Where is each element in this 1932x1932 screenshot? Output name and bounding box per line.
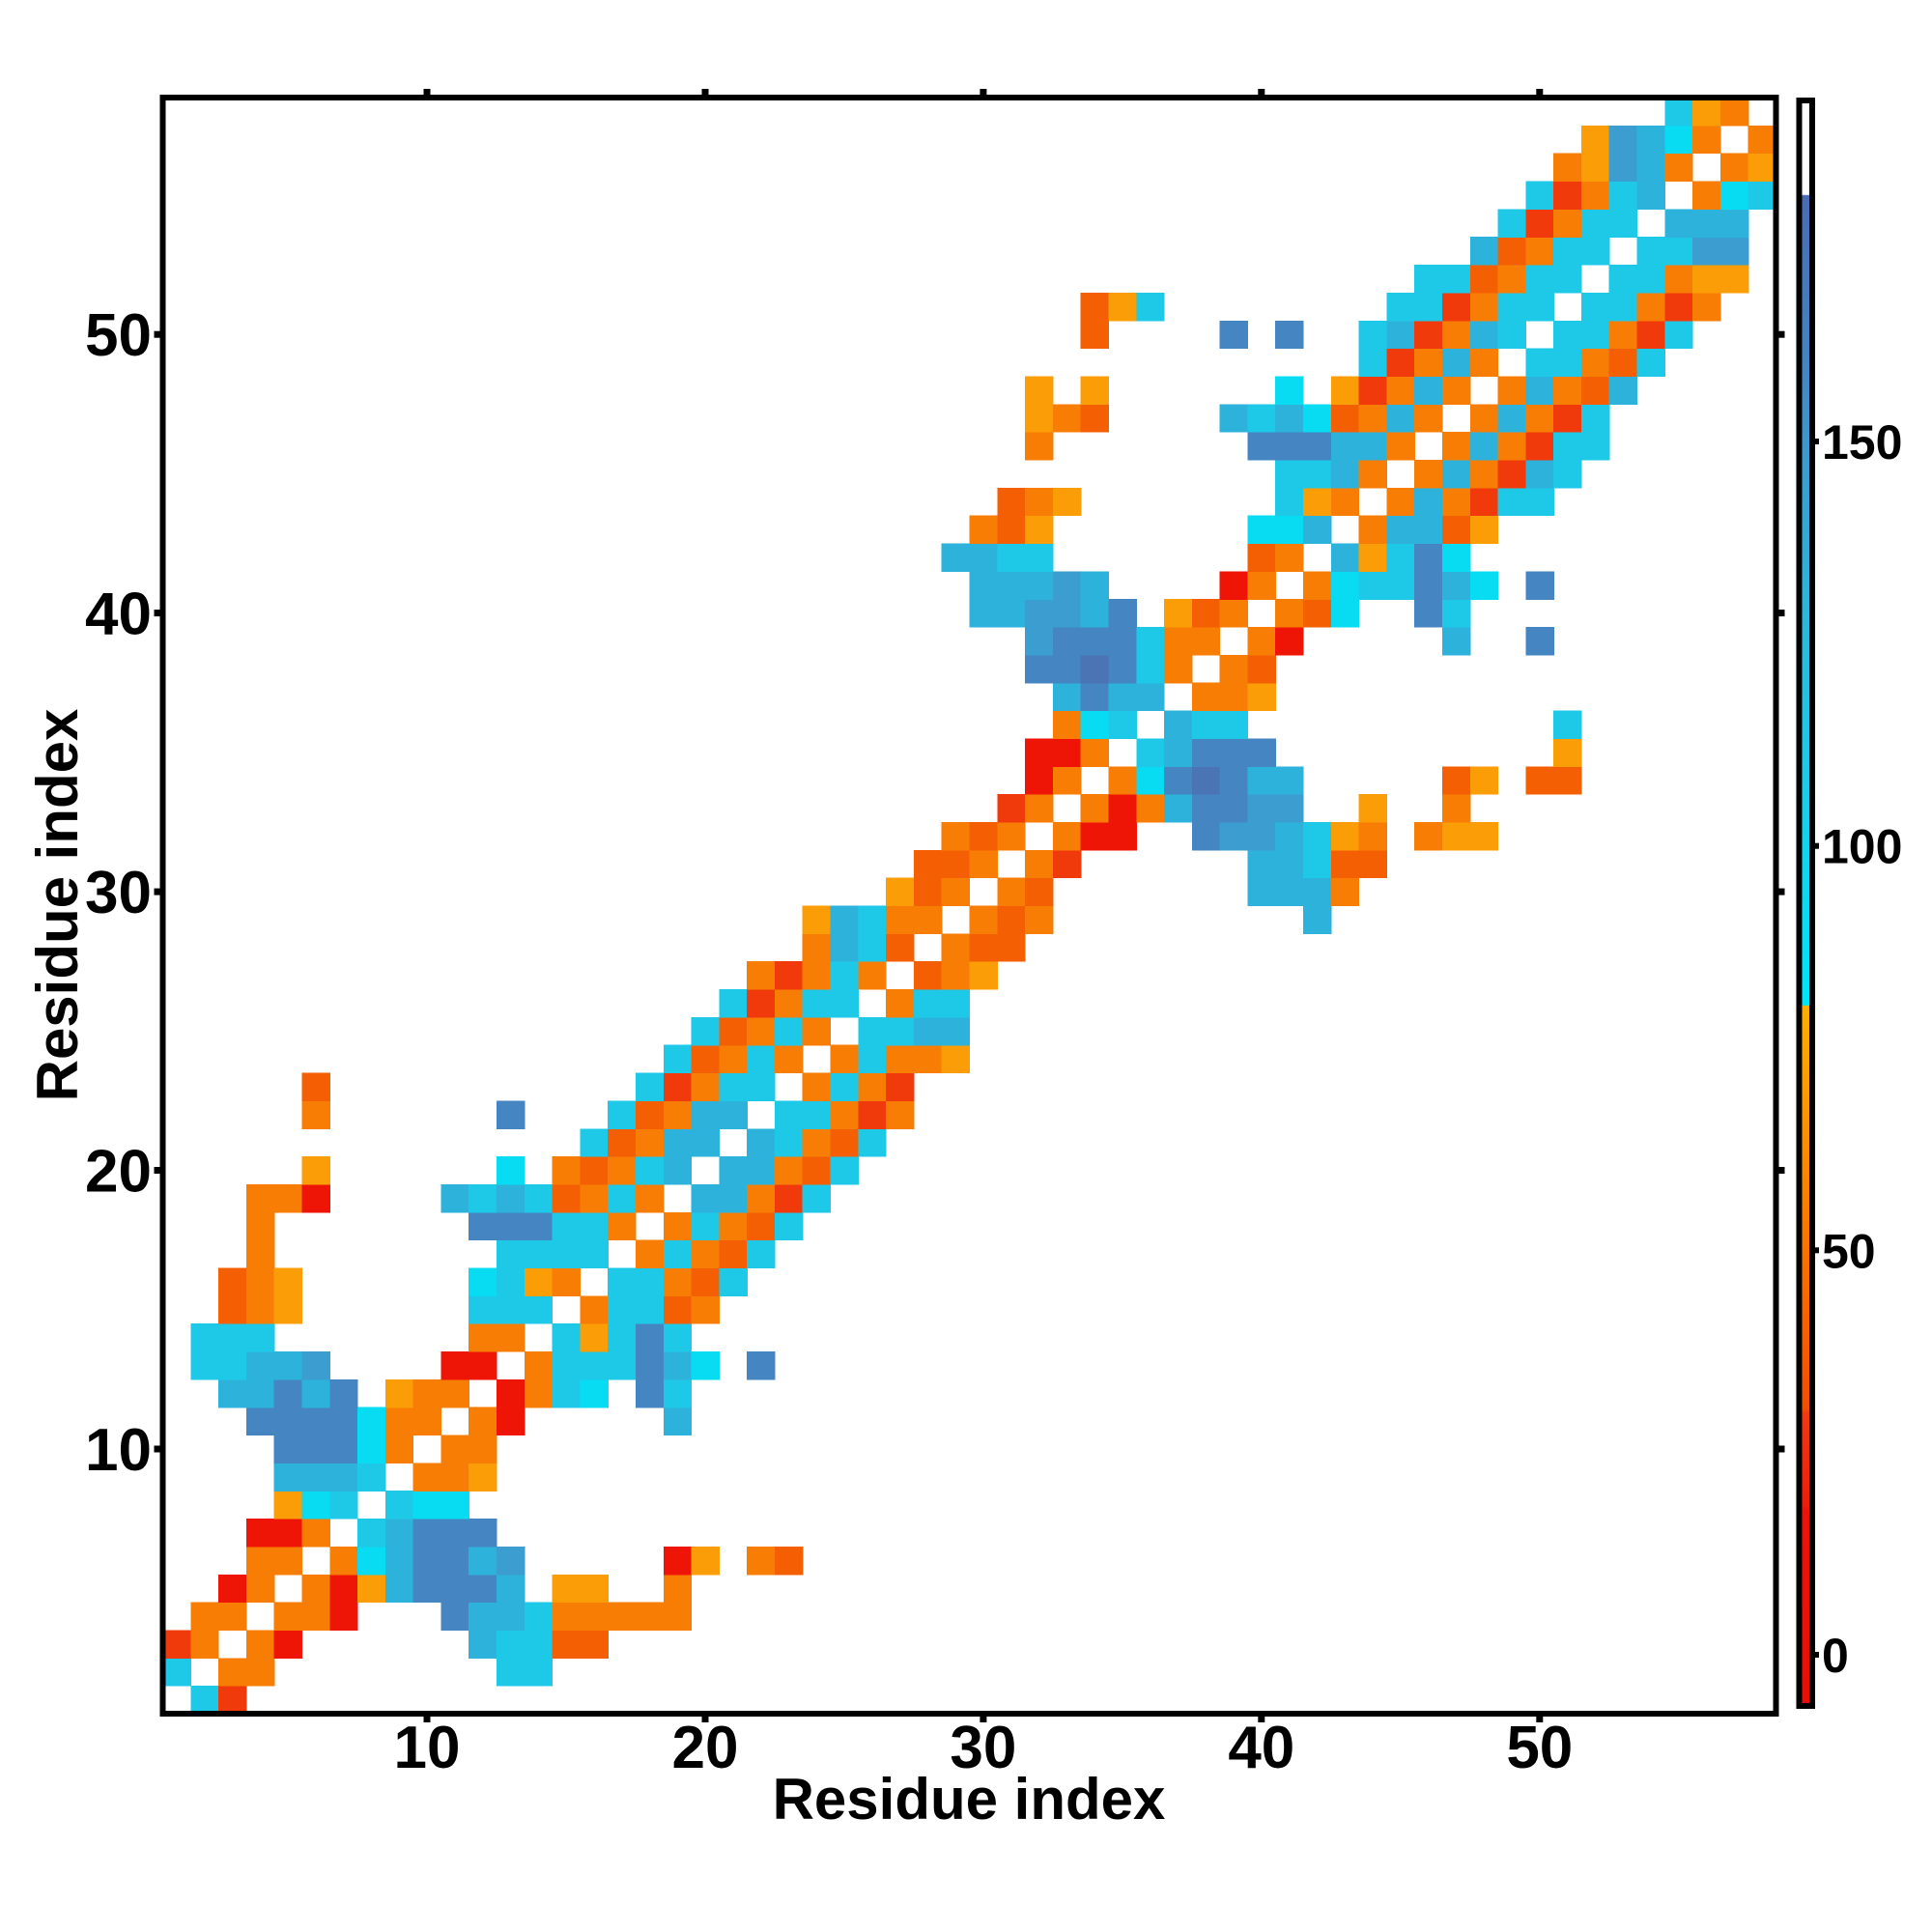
svg-text:150: 150 — [1822, 415, 1902, 469]
svg-text:30: 30 — [950, 1715, 1016, 1781]
svg-text:50: 50 — [85, 302, 152, 369]
svg-text:Residue index: Residue index — [25, 709, 90, 1102]
svg-text:10: 10 — [85, 1417, 152, 1484]
svg-text:50: 50 — [1506, 1715, 1573, 1781]
svg-text:Residue index: Residue index — [773, 1767, 1166, 1832]
svg-text:30: 30 — [85, 860, 152, 926]
svg-text:10: 10 — [394, 1715, 461, 1781]
svg-text:40: 40 — [1228, 1715, 1294, 1781]
svg-text:0: 0 — [1822, 1629, 1849, 1683]
svg-text:40: 40 — [85, 582, 152, 648]
svg-text:20: 20 — [672, 1715, 739, 1781]
svg-text:20: 20 — [85, 1139, 152, 1206]
svg-text:100: 100 — [1822, 820, 1902, 874]
svg-text:50: 50 — [1822, 1224, 1876, 1278]
